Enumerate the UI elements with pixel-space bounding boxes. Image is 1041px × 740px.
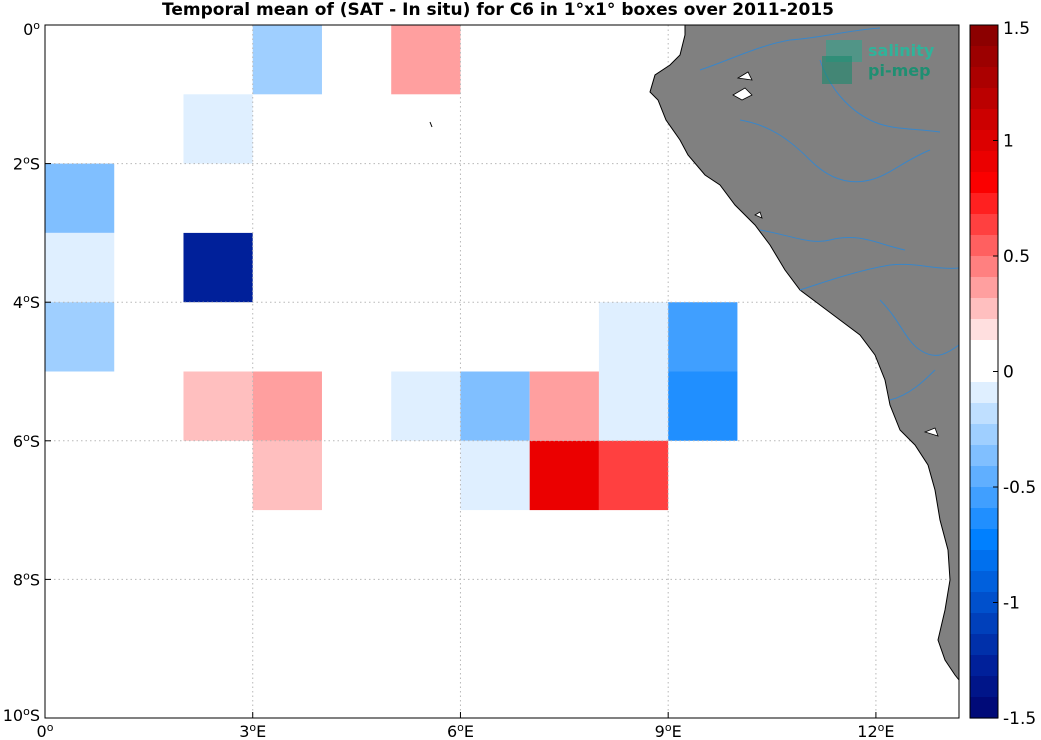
heatmap-cell	[252, 371, 322, 441]
y-tick-label: 8oS	[13, 569, 40, 589]
y-tick-label: 2oS	[13, 154, 40, 174]
colorbar-tick-label: 0.5	[1003, 247, 1030, 267]
colorbar-segment	[970, 592, 998, 614]
islet	[429, 121, 433, 128]
colorbar-segment	[970, 214, 998, 236]
colorbar-segment	[970, 88, 998, 110]
colorbar-segment	[970, 403, 998, 425]
colorbar-segment	[970, 193, 998, 215]
colorbar-tick-label: 1.5	[1003, 19, 1030, 39]
colorbar-segment	[970, 25, 998, 47]
heatmap-cell	[598, 371, 669, 441]
colorbar-tick-label: -1.5	[1003, 709, 1036, 729]
colorbar-segment	[970, 256, 998, 278]
heatmap-cell	[45, 232, 115, 303]
colorbar-segment	[970, 529, 998, 551]
pimep-logo: salinity pi-mep	[822, 40, 935, 84]
heatmap-cell	[598, 440, 669, 511]
heatmap-cell	[183, 94, 253, 164]
colorbar-segment	[970, 466, 998, 488]
colorbar-segment	[970, 235, 998, 257]
colorbar-segment	[970, 445, 998, 467]
logo-text-pimep: pi-mep	[868, 61, 931, 80]
colorbar-segment	[970, 382, 998, 404]
heatmap-cell	[391, 371, 461, 441]
heatmap-cell	[391, 25, 461, 95]
colorbar-segment	[970, 697, 998, 719]
colorbar-segment	[970, 130, 998, 152]
colorbar-segment	[970, 571, 998, 593]
x-tick-label: 6oE	[447, 721, 474, 740]
land-mass	[649, 25, 959, 681]
colorbar-segment	[970, 151, 998, 173]
y-tick-label: 10oS	[3, 705, 40, 725]
logo-cube-icon	[822, 40, 862, 84]
x-tick-label: 9oE	[655, 721, 682, 740]
colorbar-segment	[970, 487, 998, 509]
island-3	[754, 211, 763, 219]
colorbar-tick-label: 0	[1003, 363, 1014, 383]
colorbar-segment	[970, 655, 998, 677]
colorbar-segment	[970, 277, 998, 299]
colorbar-segment	[970, 46, 998, 68]
gridlines	[45, 25, 959, 718]
heatmap-cell	[183, 232, 253, 303]
colorbar	[969, 24, 999, 719]
colorbar-segment	[970, 676, 998, 698]
rivers	[699, 27, 959, 401]
colorbar-segment	[970, 508, 998, 530]
colorbar-segment	[970, 298, 998, 320]
y-tick-label: 0o	[23, 19, 40, 39]
colorbar-segment	[970, 634, 998, 656]
colorbar-segment	[970, 319, 998, 341]
y-tick-label: 4oS	[13, 292, 40, 312]
heatmap-cell	[668, 302, 738, 372]
island-4	[923, 427, 939, 437]
colorbar-tick-label: -0.5	[1003, 478, 1036, 498]
heatmap-cell	[252, 440, 322, 511]
colorbar-segment	[970, 424, 998, 446]
x-tick-label: 3oE	[239, 721, 266, 740]
heatmap-cell	[460, 371, 530, 441]
colorbar-segment	[970, 340, 998, 362]
colorbar-segment	[970, 172, 998, 194]
y-tick-label: 6oS	[13, 431, 40, 451]
heatmap-cell	[529, 371, 599, 441]
island-1	[732, 87, 753, 101]
heatmap-cell	[45, 302, 115, 372]
colorbar-tick-label: 1	[1003, 132, 1014, 152]
colorbar-segment	[970, 550, 998, 572]
map-frame	[44, 24, 960, 719]
heatmap-cell	[598, 302, 669, 372]
colorbar-tick-label: -1	[1003, 594, 1020, 614]
x-axis-ticks: 0o 3oE 6oE 9oE 12oE	[37, 712, 895, 740]
colorbar-segment	[970, 67, 998, 89]
map-title: Temporal mean of (SAT - In situ) for C6 …	[162, 0, 834, 20]
x-tick-label: 12oE	[857, 721, 894, 740]
colorbar-segment	[970, 109, 998, 131]
heatmap-cell	[529, 440, 599, 511]
island-2	[736, 71, 753, 81]
heatmap-cell	[668, 371, 738, 441]
colorbar-ticks: 1.5 1 0.5 0 -0.5 -1 -1.5	[993, 19, 1036, 729]
heatmap-cell	[460, 440, 530, 511]
heatmap-cell	[252, 25, 322, 95]
colorbar-segment	[970, 613, 998, 635]
heatmap-cell	[45, 163, 115, 233]
colorbar-segment	[970, 361, 998, 383]
heatmap-cells	[45, 25, 738, 511]
y-axis-ticks: 0o 2oS 4oS 6oS 8oS 10oS	[3, 19, 51, 725]
logo-text-salinity: salinity	[868, 41, 935, 60]
heatmap-cell	[183, 371, 253, 441]
